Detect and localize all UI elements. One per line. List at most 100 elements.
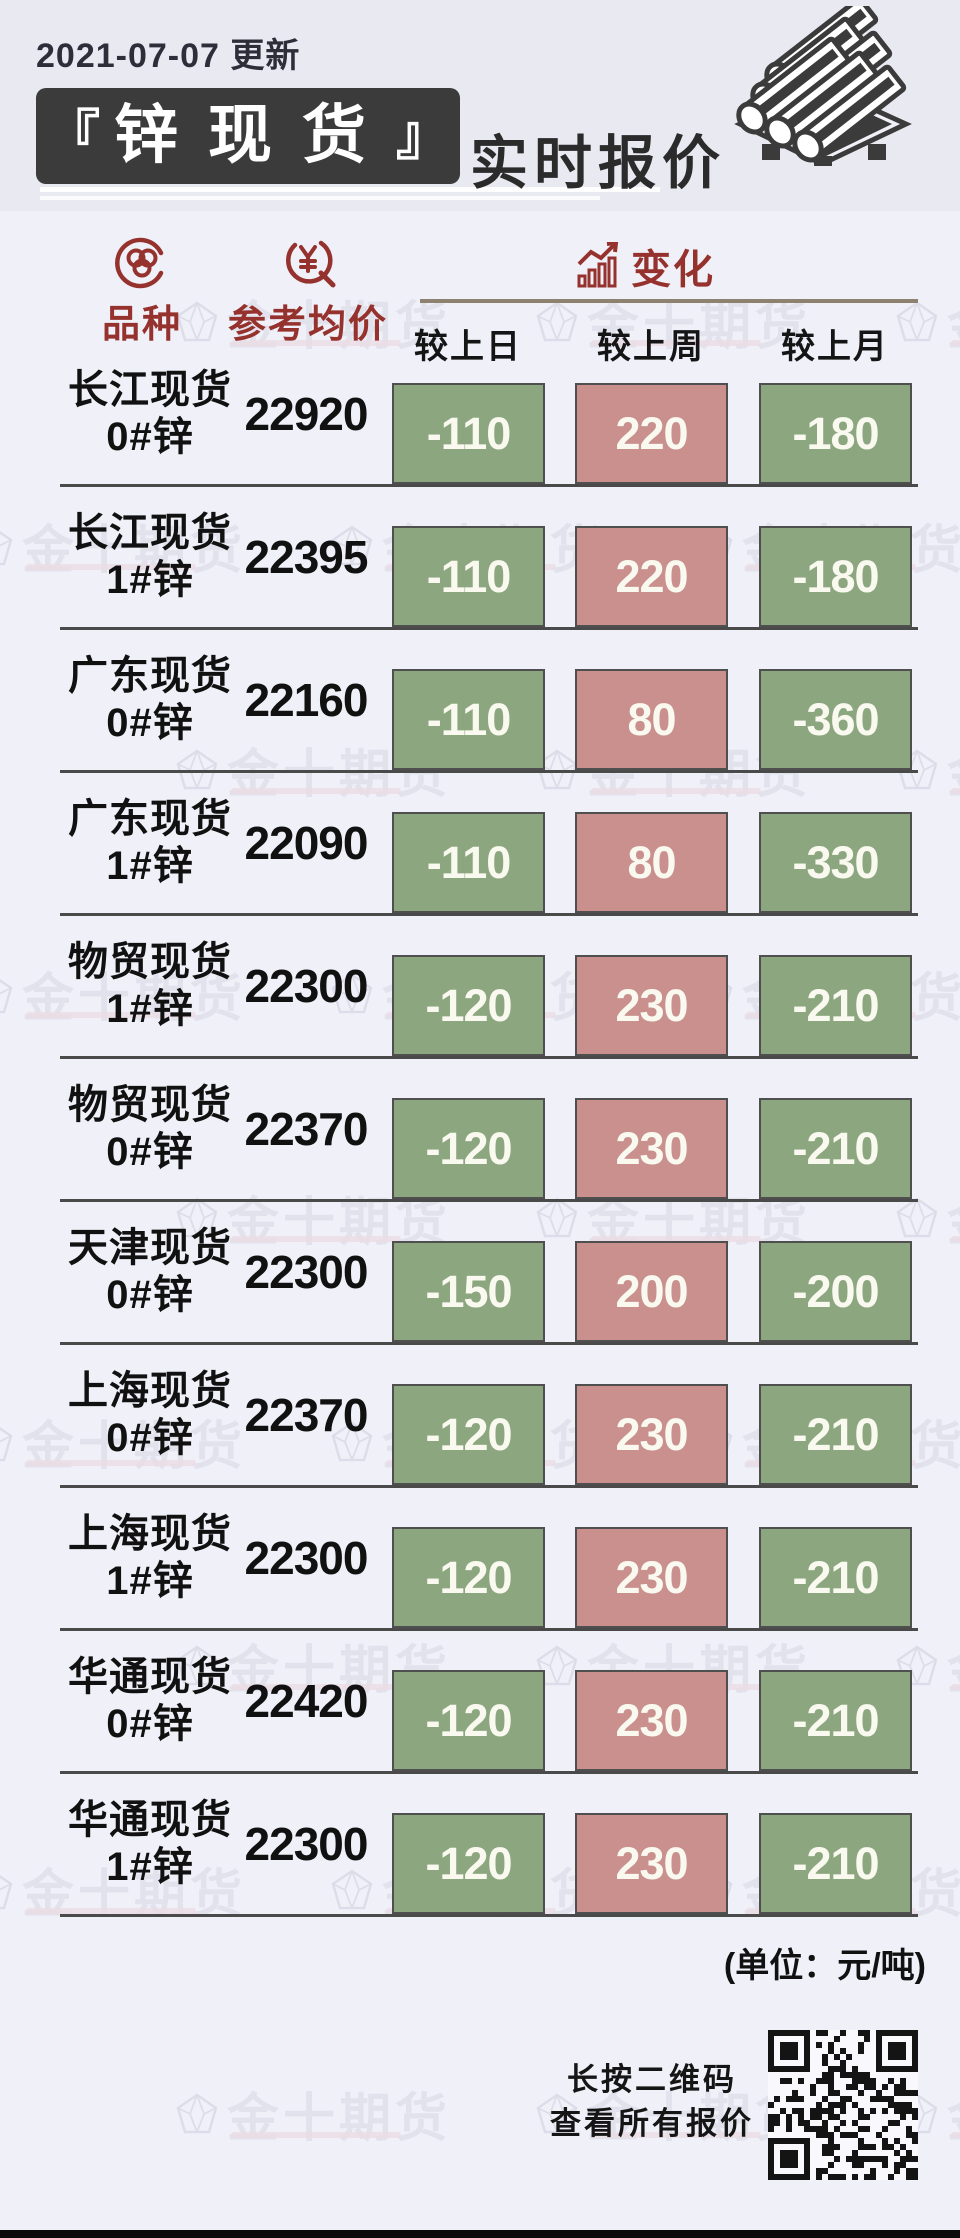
product-name-line2: 0#锌 (106, 1416, 194, 1460)
metal-pipes-illustration (734, 6, 912, 166)
table-row: 广东现货 1#锌 22090 -110 80 -330 (60, 773, 918, 916)
product-name-line1: 上海现货 (68, 1511, 232, 1556)
product-name-line1: 天津现货 (68, 1225, 232, 1270)
change-vs-prev-day-cell: -120 (392, 1384, 545, 1485)
table-row: 物贸现货 1#锌 22300 -120 230 -210 (60, 916, 918, 1059)
column-header-variety: 品种 (101, 304, 182, 346)
change-vs-prev-week-cell: 80 (575, 669, 728, 770)
qr-code[interactable] (768, 2030, 918, 2180)
change-vs-prev-month-cell: -210 (759, 1527, 912, 1628)
product-name-line1: 长江现货 (68, 367, 232, 412)
reference-average-price: 22160 (244, 674, 369, 726)
product-name: 广东现货 0#锌 (60, 630, 240, 770)
change-vs-prev-month-cell: -210 (759, 1813, 912, 1914)
product-name-line2: 0#锌 (106, 415, 194, 459)
product-name-line1: 物贸现货 (68, 939, 232, 984)
change-vs-prev-week-cell: 230 (575, 1098, 728, 1199)
subcolumn-vs-prev-month: 较上月 (781, 328, 889, 366)
title-bracket-right: 』 (396, 106, 450, 166)
change-vs-prev-month-cell: -180 (759, 526, 912, 627)
watermark-subtext-blur (951, 1684, 960, 1690)
reference-average-price: 22420 (244, 1675, 369, 1727)
table-row: 华通现货 0#锌 22420 -120 230 -210 (60, 1631, 918, 1774)
product-name-line2: 1#锌 (106, 1845, 194, 1889)
product-name-line2: 0#锌 (106, 1702, 194, 1746)
change-vs-prev-day-cell: -150 (392, 1241, 545, 1342)
unit-note: (单位：元/吨) (723, 1947, 926, 1985)
column-header-price: 参考均价 (227, 304, 388, 346)
table-row: 华通现货 1#锌 22300 -120 230 -210 (60, 1774, 918, 1917)
price-table-body: 长江现货 0#锌 22920 -110 220 -180 长江现货 1#锌 22… (60, 344, 918, 1917)
watermark: 金十期货 (175, 2076, 451, 2151)
price-magnifier-icon (286, 240, 336, 288)
title-bracket-left: 『 (46, 106, 100, 166)
product-name-line1: 广东现货 (68, 796, 232, 841)
change-vs-prev-week-cell: 220 (575, 383, 728, 484)
change-vs-prev-month-cell: -200 (759, 1241, 912, 1342)
product-name: 长江现货 1#锌 (60, 487, 240, 627)
reference-average-price: 22300 (244, 1246, 369, 1298)
change-vs-prev-day-cell: -120 (392, 1670, 545, 1771)
product-name: 广东现货 1#锌 (60, 773, 240, 913)
change-vs-prev-day-cell: -110 (392, 383, 545, 484)
product-name-line2: 1#锌 (106, 558, 194, 602)
subcolumn-vs-prev-day: 较上日 (414, 328, 522, 366)
qr-caption-line1: 长按二维码 (567, 2062, 737, 2097)
subcolumn-vs-prev-week: 较上周 (597, 328, 705, 366)
change-vs-prev-week-cell: 220 (575, 526, 728, 627)
product-name: 物贸现货 1#锌 (60, 916, 240, 1056)
change-header-rule (420, 299, 918, 303)
reference-average-price: 22370 (244, 1389, 369, 1441)
table-row: 长江现货 0#锌 22920 -110 220 -180 (60, 344, 918, 487)
gem-logo-icon (176, 2092, 218, 2133)
reference-average-price: 22395 (244, 531, 369, 583)
reference-average-price: 22300 (244, 1818, 369, 1870)
product-name: 华通现货 0#锌 (60, 1631, 240, 1771)
variety-icon (115, 237, 164, 289)
change-vs-prev-day-cell: -110 (392, 812, 545, 913)
table-row: 广东现货 0#锌 22160 -110 80 -360 (60, 630, 918, 773)
change-vs-prev-week-cell: 230 (575, 955, 728, 1056)
change-vs-prev-month-cell: -210 (759, 955, 912, 1056)
watermark-subtext-blur (951, 2132, 960, 2138)
qr-caption: 长按二维码 查看所有报价 (512, 2058, 792, 2146)
product-name: 上海现货 1#锌 (60, 1488, 240, 1628)
product-name-line2: 1#锌 (106, 844, 194, 888)
reference-average-price: 22920 (244, 388, 369, 440)
change-vs-prev-day-cell: -110 (392, 669, 545, 770)
table-header: 品种 参考均价 变化 较上日 较上周 较上月 (0, 211, 960, 366)
reference-average-price: 22370 (244, 1103, 369, 1155)
change-vs-prev-week-cell: 200 (575, 1241, 728, 1342)
table-row: 物贸现货 0#锌 22370 -120 230 -210 (60, 1059, 918, 1202)
change-vs-prev-day-cell: -110 (392, 526, 545, 627)
bottom-black-bar (0, 2230, 960, 2238)
change-vs-prev-day-cell: -120 (392, 955, 545, 1056)
reference-average-price: 22300 (244, 1532, 369, 1584)
change-vs-prev-month-cell: -210 (759, 1098, 912, 1199)
watermark-subtext-blur (231, 2132, 401, 2138)
product-name: 长江现货 0#锌 (60, 344, 240, 484)
watermark-subtext-blur (951, 788, 960, 794)
product-name-line2: 0#锌 (106, 1130, 194, 1174)
product-name-line1: 物贸现货 (68, 1082, 232, 1127)
table-row: 上海现货 1#锌 22300 -120 230 -210 (60, 1488, 918, 1631)
product-name: 天津现货 0#锌 (60, 1202, 240, 1342)
change-vs-prev-week-cell: 80 (575, 812, 728, 913)
change-vs-prev-month-cell: -330 (759, 812, 912, 913)
change-vs-prev-week-cell: 230 (575, 1670, 728, 1771)
table-row: 上海现货 0#锌 22370 -120 230 -210 (60, 1345, 918, 1488)
product-name: 物贸现货 0#锌 (60, 1059, 240, 1199)
page-title: 锌现货 (114, 100, 396, 171)
reference-average-price: 22090 (244, 817, 369, 869)
product-name-line2: 1#锌 (106, 987, 194, 1031)
change-vs-prev-week-cell: 230 (575, 1527, 728, 1628)
change-vs-prev-month-cell: -210 (759, 1670, 912, 1771)
product-name-line2: 1#锌 (106, 1559, 194, 1603)
qr-caption-line2: 查看所有报价 (550, 2106, 754, 2141)
product-name-line1: 广东现货 (68, 653, 232, 698)
change-chart-icon (577, 242, 619, 288)
title-underline-2 (40, 196, 600, 200)
watermark-subtext-blur (951, 1236, 960, 1242)
product-name-line1: 上海现货 (68, 1368, 232, 1413)
